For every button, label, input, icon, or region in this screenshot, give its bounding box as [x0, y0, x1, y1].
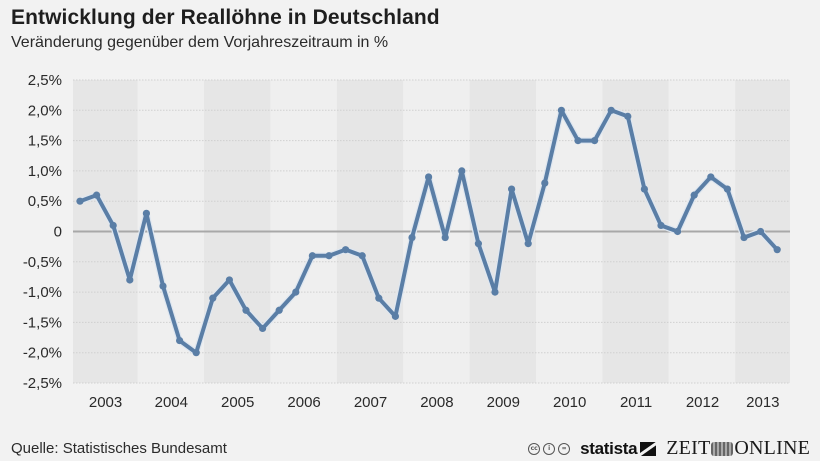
data-point: [541, 179, 549, 187]
data-point: [126, 276, 134, 284]
x-axis-ticks: 2003 2004 2005 2006 2007 2008 2009 2010 2011 2012…: [89, 394, 780, 411]
data-point: [458, 167, 466, 175]
chart-title: Entwicklung der Reallöhne in Deutschland: [11, 6, 440, 29]
x-tick-label: 2012: [686, 394, 719, 411]
data-point: [640, 185, 649, 193]
data-point: [225, 276, 233, 284]
gridlines: [73, 79, 790, 384]
data-point: [192, 349, 200, 357]
data-point: [441, 233, 449, 242]
y-tick-label: 0,5%: [28, 193, 62, 210]
data-point: [474, 240, 482, 248]
data-point: [159, 282, 167, 290]
zeit-wordmark-left: ZEIT: [666, 437, 711, 459]
data-point: [76, 197, 84, 205]
chart-subtitle: Veränderung gegenüber dem Vorjahreszeitr…: [11, 34, 389, 51]
data-point: [773, 246, 781, 254]
x-tick-label: 2013: [746, 394, 779, 411]
data-point: [607, 106, 615, 114]
x-tick-label: 2005: [221, 394, 254, 411]
x-tick-label: 2011: [620, 394, 652, 411]
data-point: [308, 252, 316, 260]
statista-wordmark: statista: [580, 438, 638, 458]
y-tick-label: -0,5%: [23, 254, 62, 271]
data-point: [391, 312, 399, 320]
data-point: [109, 221, 117, 230]
y-tick-label: -2,5%: [23, 375, 62, 392]
x-tick-label: 2004: [155, 394, 188, 411]
data-point: [275, 306, 283, 314]
y-tick-label: 1,5%: [28, 133, 62, 150]
data-point: [425, 173, 433, 181]
data-point: [723, 185, 732, 193]
data-point: [591, 137, 599, 145]
cc-icon: cc: [528, 442, 541, 455]
x-tick-label: 2008: [420, 394, 453, 411]
zeit-crest-icon: [711, 441, 734, 456]
series-reallöhne: [76, 106, 781, 357]
data-point: [674, 227, 682, 236]
y-axis-ticks: 2,5% 2,0% 1,5% 1,0% 0,5% 0 -0,5% -1,0% -1,5% -2,0…: [23, 72, 62, 392]
zeit-online-logo[interactable]: ZEIT ONLINE: [666, 437, 810, 460]
data-point: [657, 221, 665, 230]
y-tick-label: 0: [54, 224, 62, 241]
y-tick-label: -1,0%: [23, 284, 62, 301]
data-point: [557, 106, 566, 114]
data-point: [209, 294, 217, 302]
data-point: [93, 191, 101, 199]
by-icon: i: [543, 442, 556, 455]
data-point: [342, 246, 350, 254]
y-tick-label: 2,0%: [28, 102, 62, 119]
data-point: [325, 252, 333, 260]
statista-logo[interactable]: statista: [580, 438, 657, 459]
data-point: [740, 233, 748, 242]
y-tick-label: 1,0%: [28, 163, 62, 180]
data-point: [408, 233, 416, 242]
statista-mark-icon: [640, 441, 657, 456]
footer-logos: cc i = statista ZEIT ONLINE: [528, 437, 810, 460]
data-point: [491, 288, 499, 296]
data-point: [690, 191, 698, 199]
data-point: [707, 173, 715, 181]
x-tick-label: 2003: [89, 394, 122, 411]
data-point: [757, 227, 765, 236]
x-tick-label: 2009: [487, 394, 520, 411]
x-tick-label: 2006: [287, 394, 320, 411]
data-point: [259, 324, 267, 333]
data-point: [574, 137, 582, 145]
x-tick-label: 2010: [553, 394, 586, 411]
y-tick-label: -1,5%: [23, 314, 62, 331]
data-point: [358, 252, 366, 260]
data-point: [142, 209, 150, 217]
data-point: [524, 240, 532, 248]
nd-icon: =: [558, 442, 571, 455]
data-point: [508, 185, 516, 193]
y-tick-label: 2,5%: [28, 72, 62, 89]
x-tick-label: 2007: [354, 394, 387, 411]
data-point: [292, 288, 300, 296]
data-point: [242, 306, 250, 314]
data-point: [176, 336, 184, 345]
zeit-wordmark-right: ONLINE: [734, 437, 810, 459]
data-point: [375, 294, 383, 302]
source-note: Quelle: Statistisches Bundesamt: [11, 440, 227, 457]
cc-license-icons[interactable]: cc i =: [528, 442, 571, 455]
data-point: [624, 112, 632, 120]
y-tick-label: -2,0%: [23, 345, 62, 362]
